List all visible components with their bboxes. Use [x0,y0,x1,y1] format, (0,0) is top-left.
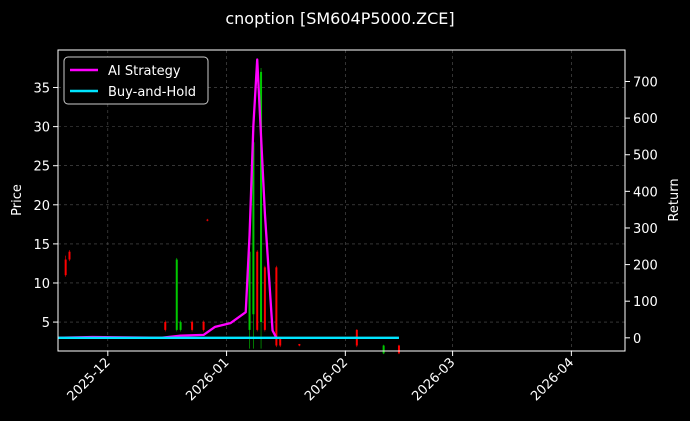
candle-body [256,251,259,330]
y2-tick-label: 700 [633,75,658,90]
chart-title: cnoption [SM604P5000.ZCE] [225,9,454,28]
y-tick-label: 25 [33,160,50,175]
candle-body [191,322,194,330]
y-tick-label: 15 [33,238,50,253]
legend-label-ai-strategy: AI Strategy [108,64,181,79]
candle-body [279,337,282,346]
y-tick-label: 20 [33,199,50,214]
y2-tick-label: 300 [633,222,658,237]
candle-body [202,322,205,330]
y2-axis-title: Return [667,178,682,221]
candle-body [175,259,178,330]
candle-body [206,219,209,221]
y-axis-title: Price [10,184,25,216]
y2-tick-label: 0 [633,332,641,347]
y-tick-label: 5 [42,316,50,331]
candle-body [298,343,301,346]
y2-tick-label: 600 [633,112,658,127]
candles [64,67,400,355]
candle-body [164,322,167,330]
candle-body [260,71,263,323]
y2-tick-label: 400 [633,185,658,200]
y2-tick-label: 500 [633,149,658,164]
candle-body [68,251,71,260]
candle-body [397,345,400,354]
series-lines [57,58,399,339]
y-tick-label: 30 [33,121,50,136]
candle-body [64,259,67,276]
legend-label-buy-and-hold: Buy-and-Hold [108,85,196,100]
y2-tick-label: 100 [633,295,658,310]
candle-body [179,322,182,330]
y-tick-label: 35 [33,82,50,97]
plot-frame [57,49,626,352]
y-tick-label: 10 [33,277,50,292]
y2-tick-label: 200 [633,259,658,274]
candle-body [263,267,266,330]
candle-body [252,142,255,315]
candle-body [275,267,278,346]
candle-body [382,345,385,354]
legend-box [63,56,209,105]
candle-body [248,251,251,330]
legend: AI Strategy Buy-and-Hold [63,56,209,105]
